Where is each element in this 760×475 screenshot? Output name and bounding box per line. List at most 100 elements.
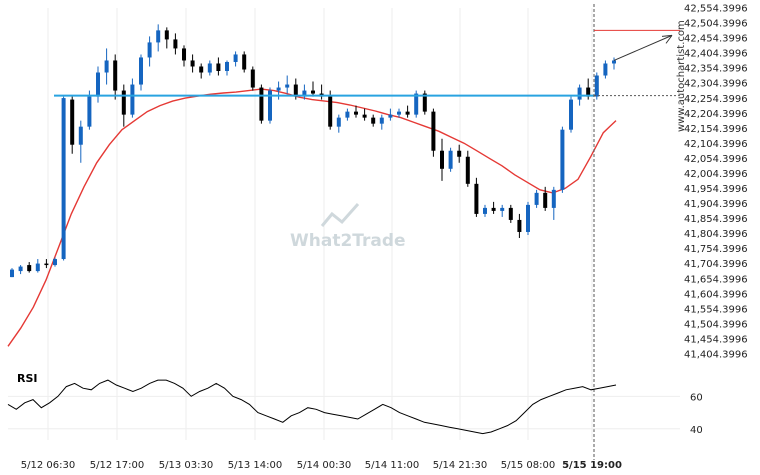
- candle-body: [173, 39, 178, 49]
- candle-body: [577, 87, 582, 100]
- candle-body: [276, 87, 281, 91]
- candle-body: [362, 114, 367, 118]
- candle: [388, 108, 393, 121]
- candle: [216, 57, 221, 76]
- candle: [173, 33, 178, 55]
- grid-lines: [47, 8, 593, 440]
- candle: [268, 87, 272, 124]
- x-tick-label: 5/13 14:00: [228, 460, 282, 471]
- x-tick-label: 5/14 11:00: [365, 460, 419, 471]
- x-tick-label: 5/15 08:00: [501, 460, 555, 471]
- candle-body: [431, 111, 436, 151]
- candle: [27, 262, 32, 273]
- y-tick-label: 42,004.3996: [684, 169, 748, 180]
- candle-body: [603, 63, 608, 76]
- candle: [431, 108, 436, 157]
- candle-body: [483, 207, 487, 214]
- candle-body: [560, 129, 565, 190]
- candle: [233, 51, 238, 67]
- y-tick-label: 41,704.3996: [684, 259, 748, 270]
- candle-body: [457, 150, 462, 157]
- candle-body: [422, 93, 427, 112]
- candle-body: [336, 117, 341, 127]
- y-tick-label: 42,104.3996: [684, 139, 748, 150]
- x-tick-label: 5/12 17:00: [90, 460, 144, 471]
- y-tick-label: 42,504.3996: [684, 19, 748, 30]
- candle: [276, 81, 281, 100]
- candle-body: [18, 266, 23, 272]
- y-tick-label: 41,604.3996: [684, 289, 748, 300]
- candle: [397, 108, 401, 118]
- candle-body: [113, 60, 118, 91]
- candle: [156, 24, 161, 52]
- candle-body: [87, 96, 92, 127]
- candle-body: [500, 207, 505, 211]
- y-tick-label: 42,354.3996: [684, 64, 748, 75]
- candle: [139, 54, 143, 91]
- candle-body: [35, 263, 40, 272]
- watermark-zigzag: [320, 203, 360, 227]
- candle-body: [517, 219, 522, 232]
- candle: [534, 189, 539, 208]
- candle: [440, 138, 444, 181]
- candle-body: [328, 96, 333, 127]
- y-tick-label: 41,854.3996: [684, 214, 748, 225]
- candle-body: [78, 126, 83, 145]
- candle-body: [104, 60, 109, 73]
- candle-body: [121, 90, 126, 115]
- candle-body: [388, 114, 393, 118]
- rsi-panel: 60 40: [7, 379, 703, 436]
- y-tick-label: 41,804.3996: [684, 229, 748, 240]
- candle: [53, 257, 57, 267]
- candle-body: [199, 66, 204, 73]
- candle: [242, 51, 247, 73]
- candle: [603, 60, 608, 79]
- candle: [190, 54, 195, 73]
- candle-body: [440, 150, 444, 169]
- candle: [130, 78, 135, 118]
- candle: [182, 45, 186, 67]
- candle: [543, 186, 548, 211]
- moving-average-line: [7, 88, 617, 347]
- candle-body: [70, 99, 75, 145]
- candle-body: [259, 87, 264, 121]
- watermark-logo: What2Trade: [290, 231, 406, 251]
- candle-body: [44, 263, 49, 266]
- candle-body: [448, 150, 453, 169]
- x-tick-label: 5/14 00:30: [297, 460, 351, 471]
- candle: [199, 63, 204, 79]
- candle: [448, 147, 453, 172]
- candle-body: [182, 48, 186, 61]
- candle: [250, 66, 255, 91]
- candle-body: [465, 156, 470, 184]
- candle: [405, 105, 410, 118]
- candle: [508, 204, 513, 223]
- candle-body: [311, 90, 315, 94]
- candle-body: [156, 30, 161, 43]
- candle-body: [534, 192, 539, 205]
- candle: [96, 66, 100, 103]
- candle-body: [53, 259, 57, 266]
- candle-body: [233, 54, 238, 62]
- y-tick-label: 42,304.3996: [684, 79, 748, 90]
- y-tick-label: 41,904.3996: [684, 199, 748, 210]
- candle: [414, 90, 419, 118]
- candle-body: [216, 63, 221, 72]
- y-tick-label: 41,454.3996: [684, 334, 748, 345]
- candle: [491, 201, 496, 214]
- candle-body: [526, 204, 530, 232]
- candle: [87, 90, 92, 130]
- x-tick-label: 5/13 03:30: [159, 460, 213, 471]
- candle: [526, 201, 530, 235]
- candle: [465, 150, 470, 187]
- rsi-line: [7, 379, 617, 435]
- candle: [147, 36, 152, 67]
- y-axis: 42,554.3996 42,504.3996 42,454.3996 42,404.…: [684, 4, 748, 361]
- candle-body: [293, 84, 298, 97]
- candle: [457, 144, 462, 163]
- candle: [569, 96, 573, 133]
- candle-body: [96, 72, 100, 97]
- projection-arrowhead: [661, 34, 673, 44]
- y-tick-label: 41,404.3996: [684, 350, 748, 361]
